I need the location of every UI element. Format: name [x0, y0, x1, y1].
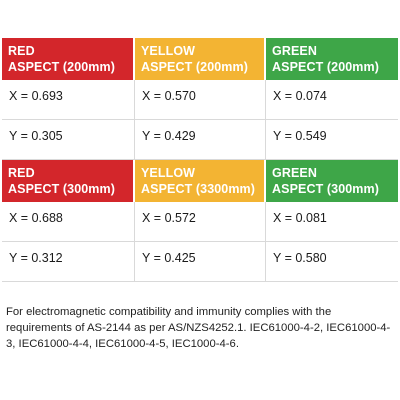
header-red-200mm: RED ASPECT (200mm) — [2, 38, 135, 80]
cell-red-200mm-x: X = 0.693 — [2, 80, 135, 120]
header-green-200mm: GREEN ASPECT (200mm) — [266, 38, 398, 80]
header-green-300mm: GREEN ASPECT (300mm) — [266, 160, 398, 202]
cell-red-300mm-y: Y = 0.312 — [2, 242, 135, 282]
cell-yellow-300mm-y: Y = 0.425 — [135, 242, 266, 282]
compliance-note: For electromagnetic compatibility and im… — [6, 306, 391, 350]
header-red-300mm: RED ASPECT (300mm) — [2, 160, 135, 202]
cell-green-300mm-y: Y = 0.580 — [266, 242, 398, 282]
header-yellow-200mm: YELLOW ASPECT (200mm) — [135, 38, 266, 80]
cell-yellow-200mm-y: Y = 0.429 — [135, 120, 266, 160]
chromaticity-table: RED ASPECT (200mm) YELLOW ASPECT (200mm)… — [2, 38, 398, 282]
header-green-300mm-line2: ASPECT (300mm) — [272, 182, 379, 196]
cell-yellow-300mm-x: X = 0.572 — [135, 202, 266, 242]
header-red-200mm-line1: RED — [8, 44, 35, 58]
header-red-300mm-line2: ASPECT (300mm) — [8, 182, 115, 196]
header-green-200mm-line2: ASPECT (200mm) — [272, 60, 379, 74]
cell-red-300mm-x: X = 0.688 — [2, 202, 135, 242]
header-green-200mm-line1: GREEN — [272, 44, 317, 58]
header-green-300mm-line1: GREEN — [272, 166, 317, 180]
header-yellow-300mm-line2: ASPECT (3300mm) — [141, 182, 256, 196]
cell-green-300mm-x: X = 0.081 — [266, 202, 398, 242]
cell-red-200mm-y: Y = 0.305 — [2, 120, 135, 160]
cell-yellow-200mm-x: X = 0.570 — [135, 80, 266, 120]
header-yellow-200mm-line1: YELLOW — [141, 44, 196, 58]
header-red-300mm-line1: RED — [8, 166, 35, 180]
cell-green-200mm-x: X = 0.074 — [266, 80, 398, 120]
header-yellow-300mm: YELLOW ASPECT (3300mm) — [135, 160, 266, 202]
header-yellow-300mm-line1: YELLOW — [141, 166, 196, 180]
header-yellow-200mm-line2: ASPECT (200mm) — [141, 60, 248, 74]
header-red-200mm-line2: ASPECT (200mm) — [8, 60, 115, 74]
cell-green-200mm-y: Y = 0.549 — [266, 120, 398, 160]
